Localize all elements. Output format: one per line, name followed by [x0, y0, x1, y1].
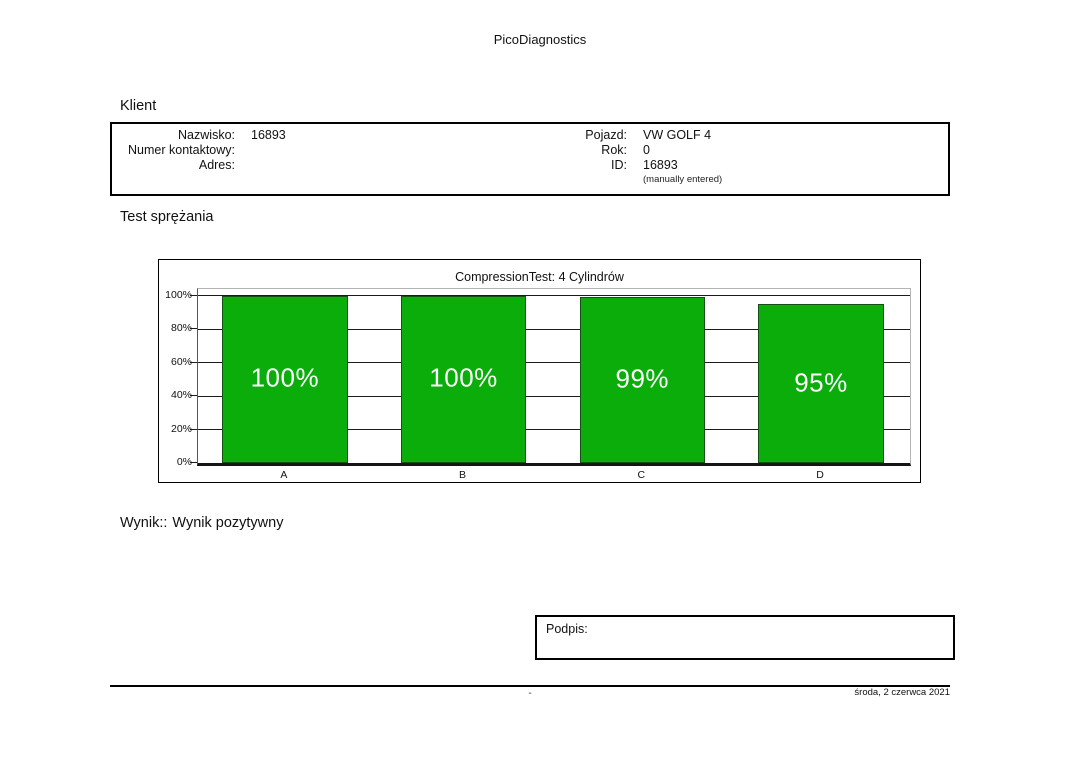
client-contact-row: Numer kontaktowy:	[112, 143, 512, 158]
y-tick-mark-0	[190, 462, 197, 463]
bar-value-label-B: 100%	[429, 362, 498, 393]
vehicle-label: Pojazd:	[585, 128, 627, 142]
compression-chart: CompressionTest: 4 Cylindrów 100% 100% 99%…	[158, 259, 921, 483]
id-row: ID: 16893	[504, 158, 944, 173]
app-title: PicoDiagnostics	[493, 32, 587, 47]
bar-cylinder-A: 100%	[222, 295, 348, 463]
result-line: Wynik:: Wynik pozytywny	[120, 515, 283, 531]
client-contact-label: Numer kontaktowy:	[128, 143, 235, 157]
client-name-value: 16893	[251, 128, 286, 142]
year-value: 0	[643, 143, 650, 157]
signature-label: Podpis:	[546, 622, 588, 636]
bar-cylinder-C: 99%	[579, 297, 705, 463]
test-section-heading: Test sprężania	[120, 209, 214, 225]
gridline-40	[198, 395, 910, 397]
bar-cylinder-D: 95%	[758, 304, 884, 463]
client-info-box: Nazwisko: 16893 Numer kontaktowy: Adres:…	[110, 122, 950, 196]
id-label: ID:	[611, 158, 627, 172]
y-tick-label-0: 0%	[176, 456, 192, 468]
x-tick-label-A: A	[280, 469, 288, 481]
y-tick-label-20: 20%	[170, 422, 192, 435]
client-info-left-column: Nazwisko: 16893 Numer kontaktowy: Adres:	[112, 128, 512, 173]
y-tick-label-40: 40%	[170, 389, 192, 402]
client-name-label: Nazwisko:	[178, 128, 235, 142]
client-name-row: Nazwisko: 16893	[112, 128, 512, 143]
year-row: Rok: 0	[504, 143, 944, 158]
year-label: Rok:	[601, 143, 627, 157]
signature-box: Podpis:	[535, 615, 955, 660]
bar-value-label-A: 100%	[250, 362, 320, 393]
vehicle-row: Pojazd: VW GOLF 4	[504, 128, 944, 143]
client-address-label: Adres:	[198, 158, 235, 172]
gridline-80	[198, 328, 910, 330]
y-tick-mark-80	[190, 328, 197, 330]
manually-entered-note: (manually entered)	[643, 174, 723, 185]
y-tick-mark-100	[190, 294, 197, 296]
y-tick-mark-40	[190, 395, 197, 397]
vehicle-value: VW GOLF 4	[643, 128, 712, 142]
bar-value-label-C: 99%	[615, 363, 670, 394]
result-label: Wynik::	[120, 515, 168, 531]
client-info-right-column: Pojazd: VW GOLF 4 Rok: 0 ID: 16893 (manu…	[504, 128, 944, 187]
footer-separator: -	[528, 688, 532, 699]
x-tick-label-C: C	[637, 469, 646, 481]
y-tick-label-80: 80%	[170, 322, 192, 335]
y-tick-mark-60	[190, 361, 197, 363]
x-tick-label-B: B	[459, 469, 467, 481]
footer-date: środa, 2 czerwca 2021	[854, 687, 950, 698]
client-address-value	[235, 158, 251, 173]
x-tick-label-D: D	[816, 469, 824, 481]
footer-divider	[110, 685, 950, 687]
client-section-heading: Klient	[120, 98, 157, 114]
gridline-60	[198, 362, 910, 364]
bar-value-label-D: 95%	[794, 366, 848, 397]
y-tick-label-60: 60%	[170, 355, 192, 368]
bar-cylinder-B: 100%	[400, 295, 527, 463]
result-value: Wynik pozytywny	[172, 515, 284, 531]
plot-area: 100% 100% 99% 95%	[197, 288, 911, 466]
gridline-100	[198, 295, 910, 297]
y-tick-mark-20	[190, 428, 197, 430]
gridline-20	[198, 429, 910, 431]
client-address-row: Adres:	[112, 158, 512, 173]
client-contact-value	[235, 143, 251, 158]
y-tick-label-100: 100%	[165, 288, 192, 301]
chart-title: CompressionTest: 4 Cylindrów	[455, 270, 624, 284]
id-value: 16893	[643, 158, 678, 172]
